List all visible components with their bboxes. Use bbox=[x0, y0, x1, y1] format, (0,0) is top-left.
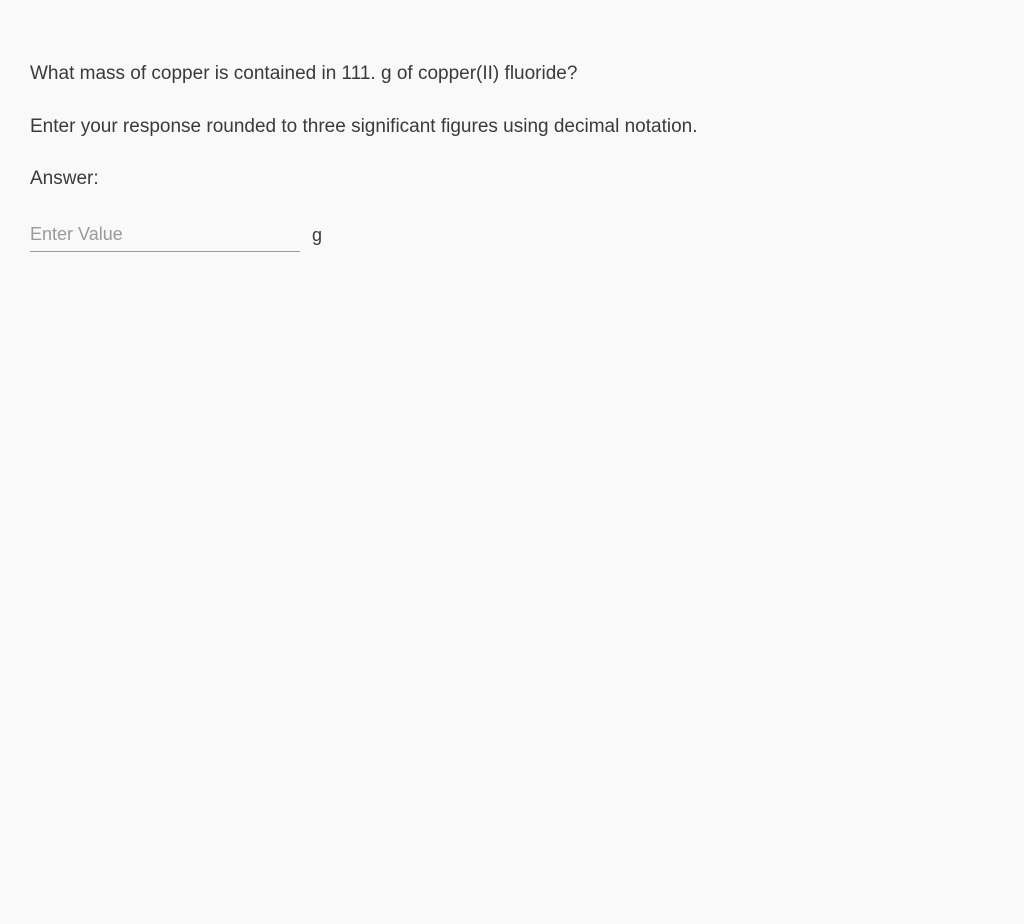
question-text: What mass of copper is contained in 111.… bbox=[30, 60, 994, 89]
answer-label: Answer: bbox=[30, 165, 994, 194]
answer-value-input[interactable] bbox=[30, 222, 300, 252]
answer-input-row: g bbox=[30, 222, 994, 252]
instruction-text: Enter your response rounded to three sig… bbox=[30, 113, 994, 142]
unit-label: g bbox=[312, 225, 322, 252]
